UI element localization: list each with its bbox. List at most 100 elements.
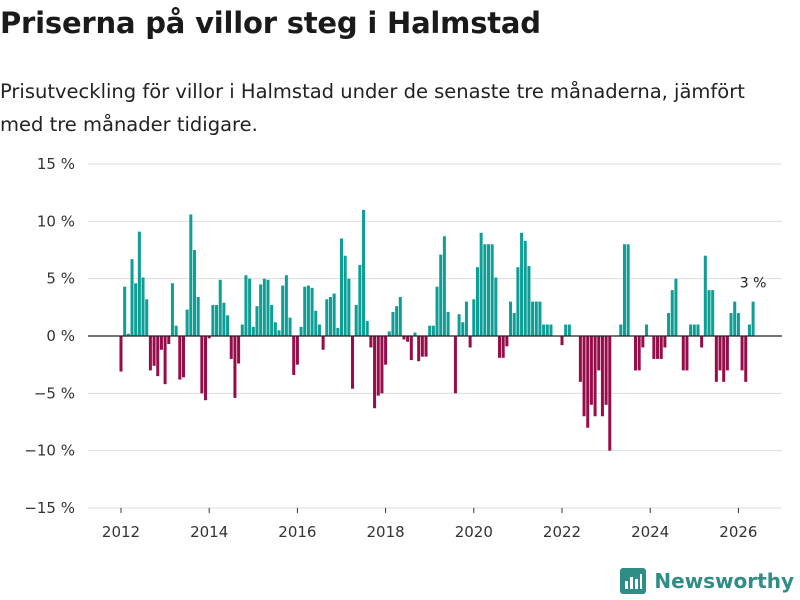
- bar: [288, 317, 292, 336]
- x-tick-label: 2026: [719, 523, 757, 541]
- bar: [586, 336, 590, 428]
- bar: [564, 324, 568, 336]
- bar: [126, 333, 130, 336]
- bar: [262, 278, 266, 336]
- bar: [295, 336, 299, 365]
- bar: [457, 314, 461, 336]
- bar: [292, 336, 296, 375]
- y-tick-label: 5 %: [46, 270, 75, 288]
- bar: [523, 240, 527, 336]
- bar: [486, 244, 490, 336]
- bar: [619, 324, 623, 336]
- newsworthy-logo: Newsworthy: [620, 568, 794, 594]
- brand-name: Newsworthy: [654, 569, 794, 593]
- bar: [439, 254, 443, 336]
- bar: [259, 284, 263, 336]
- bar: [119, 336, 123, 372]
- bar: [531, 301, 535, 336]
- bar: [494, 277, 498, 336]
- y-tick-label: 0 %: [46, 327, 75, 345]
- bar: [446, 311, 450, 336]
- bar: [692, 324, 696, 336]
- gridlines: [88, 163, 782, 509]
- bar: [652, 336, 656, 359]
- bar: [527, 266, 531, 336]
- bar: [266, 279, 270, 336]
- bar: [251, 326, 255, 336]
- bar: [211, 305, 215, 336]
- bar: [358, 264, 362, 336]
- bar: [674, 278, 678, 336]
- bar: [534, 301, 538, 336]
- bar: [406, 336, 410, 342]
- y-tick-label: 10 %: [37, 212, 75, 230]
- bar: [347, 278, 351, 336]
- bar: [365, 321, 369, 336]
- bar: [299, 326, 303, 336]
- y-tick-label: −15 %: [24, 499, 75, 517]
- bar: [240, 324, 244, 336]
- chart-subtitle: Prisutveckling för villor i Halmstad und…: [0, 80, 745, 136]
- bar: [505, 336, 509, 347]
- bar: [645, 324, 649, 336]
- last-value-annotation: 3 %: [740, 276, 767, 292]
- bar: [314, 310, 318, 336]
- bar: [398, 297, 402, 336]
- bar: [229, 336, 233, 359]
- bar: [567, 324, 571, 336]
- bar: [431, 325, 435, 336]
- bar: [626, 244, 630, 336]
- bar: [200, 336, 204, 394]
- bar: [468, 336, 472, 348]
- bar: [123, 286, 127, 336]
- bar: [189, 214, 193, 336]
- bar: [159, 336, 163, 350]
- bar: [435, 286, 439, 336]
- bar: [185, 309, 189, 336]
- bar: [321, 336, 325, 350]
- bar: [593, 336, 597, 417]
- chart-title: Priserna på villor steg i Halmstad: [0, 6, 541, 40]
- bar: [310, 287, 314, 336]
- bar: [589, 336, 593, 405]
- bar: [255, 306, 259, 336]
- bar: [369, 336, 373, 348]
- bar: [226, 315, 230, 336]
- bar: [277, 330, 281, 336]
- bar: [270, 305, 274, 336]
- x-tick-label: 2022: [543, 523, 581, 541]
- bar: [740, 336, 744, 371]
- bar: [520, 232, 524, 336]
- bar: [273, 322, 277, 336]
- bar: [284, 275, 288, 336]
- bar: [281, 285, 285, 336]
- bar: [384, 336, 388, 365]
- bar: [545, 324, 549, 336]
- x-tick-label: 2018: [367, 523, 405, 541]
- bar: [729, 313, 733, 336]
- bar: [707, 290, 711, 336]
- bar: [696, 324, 700, 336]
- bar: [317, 324, 321, 336]
- y-tick-label: −5 %: [34, 384, 75, 402]
- bar: [328, 297, 332, 336]
- bar: [736, 313, 740, 336]
- bar: [174, 325, 178, 336]
- bar: [163, 336, 167, 385]
- x-tick-label: 2014: [190, 523, 228, 541]
- bar: [718, 336, 722, 371]
- bar: [306, 285, 310, 336]
- bar: [420, 336, 424, 357]
- bar: [656, 336, 660, 359]
- bar: [303, 286, 307, 336]
- bar: [167, 336, 171, 345]
- bar: [744, 336, 748, 382]
- bars: [119, 209, 755, 451]
- bar: [498, 336, 502, 358]
- bar: [178, 336, 182, 380]
- bar: [417, 336, 421, 362]
- bar: [152, 336, 156, 366]
- bar: [670, 290, 674, 336]
- bar: [472, 299, 476, 336]
